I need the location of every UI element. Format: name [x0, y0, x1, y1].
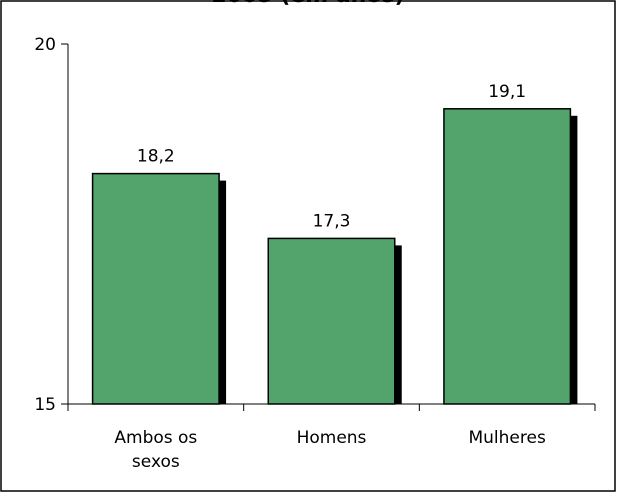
value-label: 17,3 — [313, 211, 351, 231]
bar — [267, 237, 396, 405]
x-tick-label: Homens — [296, 428, 367, 448]
y-tick-label: 20 — [34, 35, 56, 55]
value-label: 19,1 — [488, 82, 526, 102]
x-tick-label: Ambos os sexos — [114, 428, 198, 472]
bar — [91, 172, 220, 405]
x-tick-label: Mulheres — [468, 428, 546, 448]
bar — [443, 108, 572, 405]
chart-title: 2005 (em anos) — [211, 0, 404, 8]
y-tick-label: 15 — [34, 395, 56, 415]
value-label: 18,2 — [137, 147, 175, 167]
